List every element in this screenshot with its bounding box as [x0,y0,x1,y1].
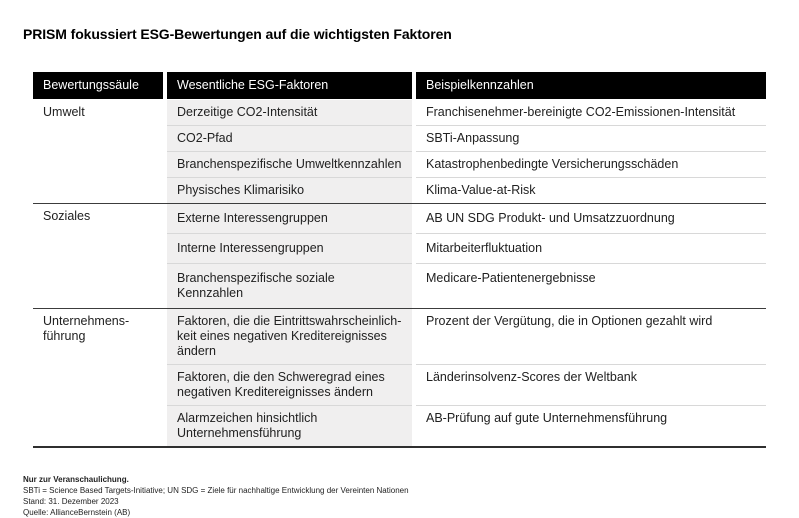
example-cell: AB-Prüfung auf gute Unternehmensführung [416,406,766,446]
pillar-label-unternehmensfuehrung: Unternehmens- führung [33,309,163,446]
example-cell: Franchisenehmer-bereinigte CO2-Emissione… [416,100,766,126]
footnote-as-of-date: Stand: 31. Dezember 2023 [23,497,119,506]
example-cell: Katastrophenbedingte Versicherungsschäde… [416,152,766,178]
column-header-pillar: Bewertungssäule [33,72,163,99]
section-soziales: Soziales Externe Interessengruppen AB UN… [33,203,766,308]
pillar-label-umwelt: Umwelt [33,100,163,203]
section-unternehmensfuehrung: Unternehmens- führung Faktoren, die die … [33,308,766,446]
factor-cell: CO2-Pfad [167,126,412,152]
footnotes: Nur zur Veranschaulichung. SBTi = Scienc… [23,474,767,518]
factor-cell: Derzeitige CO2-Intensität [167,100,412,126]
example-cell: Medicare-Patientenergebnisse [416,264,766,308]
section-umwelt: Umwelt Derzeitige CO2-Intensität Franchi… [33,100,766,203]
example-cell: AB UN SDG Produkt- und Umsatzzuordnung [416,204,766,234]
factor-cell: Branchenspezifische Umweltkennzahlen [167,152,412,178]
page-title: PRISM fokussiert ESG-Bewertungen auf die… [23,26,452,42]
factor-cell: Faktoren, die die Eintrittswahrscheinlic… [167,309,412,365]
esg-factors-table: Bewertungssäule Wesentliche ESG-Faktoren… [33,72,766,448]
factor-cell: Physisches Klimarisiko [167,178,412,203]
factor-cell: Externe Interessengruppen [167,204,412,234]
factor-cell: Faktoren, die den Schweregrad eines nega… [167,365,412,406]
factor-cell: Branchenspezifische soziale Kennzahlen [167,264,412,308]
footnote-definitions: SBTi = Science Based Targets-Initiative;… [23,486,409,495]
table-header-row: Bewertungssäule Wesentliche ESG-Faktoren… [33,72,766,99]
footnote-source: Quelle: AllianceBernstein (AB) [23,508,131,517]
example-cell: Mitarbeiterfluktuation [416,234,766,264]
example-cell: Klima-Value-at-Risk [416,178,766,203]
pillar-label-soziales: Soziales [33,204,163,308]
factor-cell: Interne Interessengruppen [167,234,412,264]
footnote-disclaimer: Nur zur Veranschaulichung. [23,475,129,484]
example-cell: Prozent der Vergütung, die in Optionen g… [416,309,766,365]
example-cell: SBTi-Anpassung [416,126,766,152]
column-header-factors: Wesentliche ESG-Faktoren [167,72,412,99]
column-header-examples: Beispielkennzahlen [416,72,766,99]
example-cell: Länderinsolvenz-Scores der Weltbank [416,365,766,406]
factor-cell: Alarmzeichen hinsichtlich Unternehmensfü… [167,406,412,446]
